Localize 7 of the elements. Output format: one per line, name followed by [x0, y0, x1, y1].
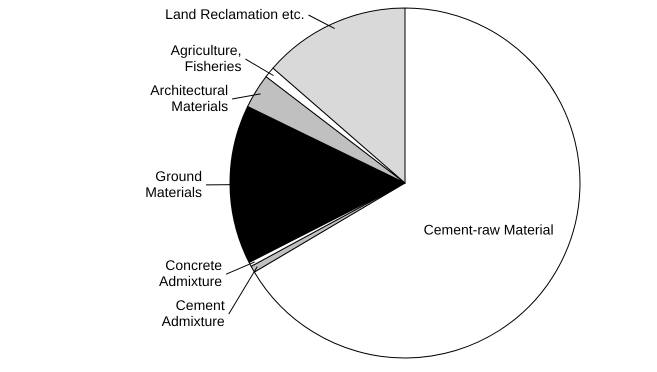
slice-label: Agriculture, Fisheries [170, 42, 242, 74]
slice-label: Ground Materials [145, 168, 202, 200]
slice-label: Land Reclamation etc. [165, 6, 304, 22]
slice-label: Concrete Admixture [159, 257, 222, 290]
slice-label: Cement-raw Material [424, 222, 554, 238]
slice-label: Cement Admixture [162, 297, 225, 330]
slice-label: Architectural Materials [150, 82, 228, 114]
